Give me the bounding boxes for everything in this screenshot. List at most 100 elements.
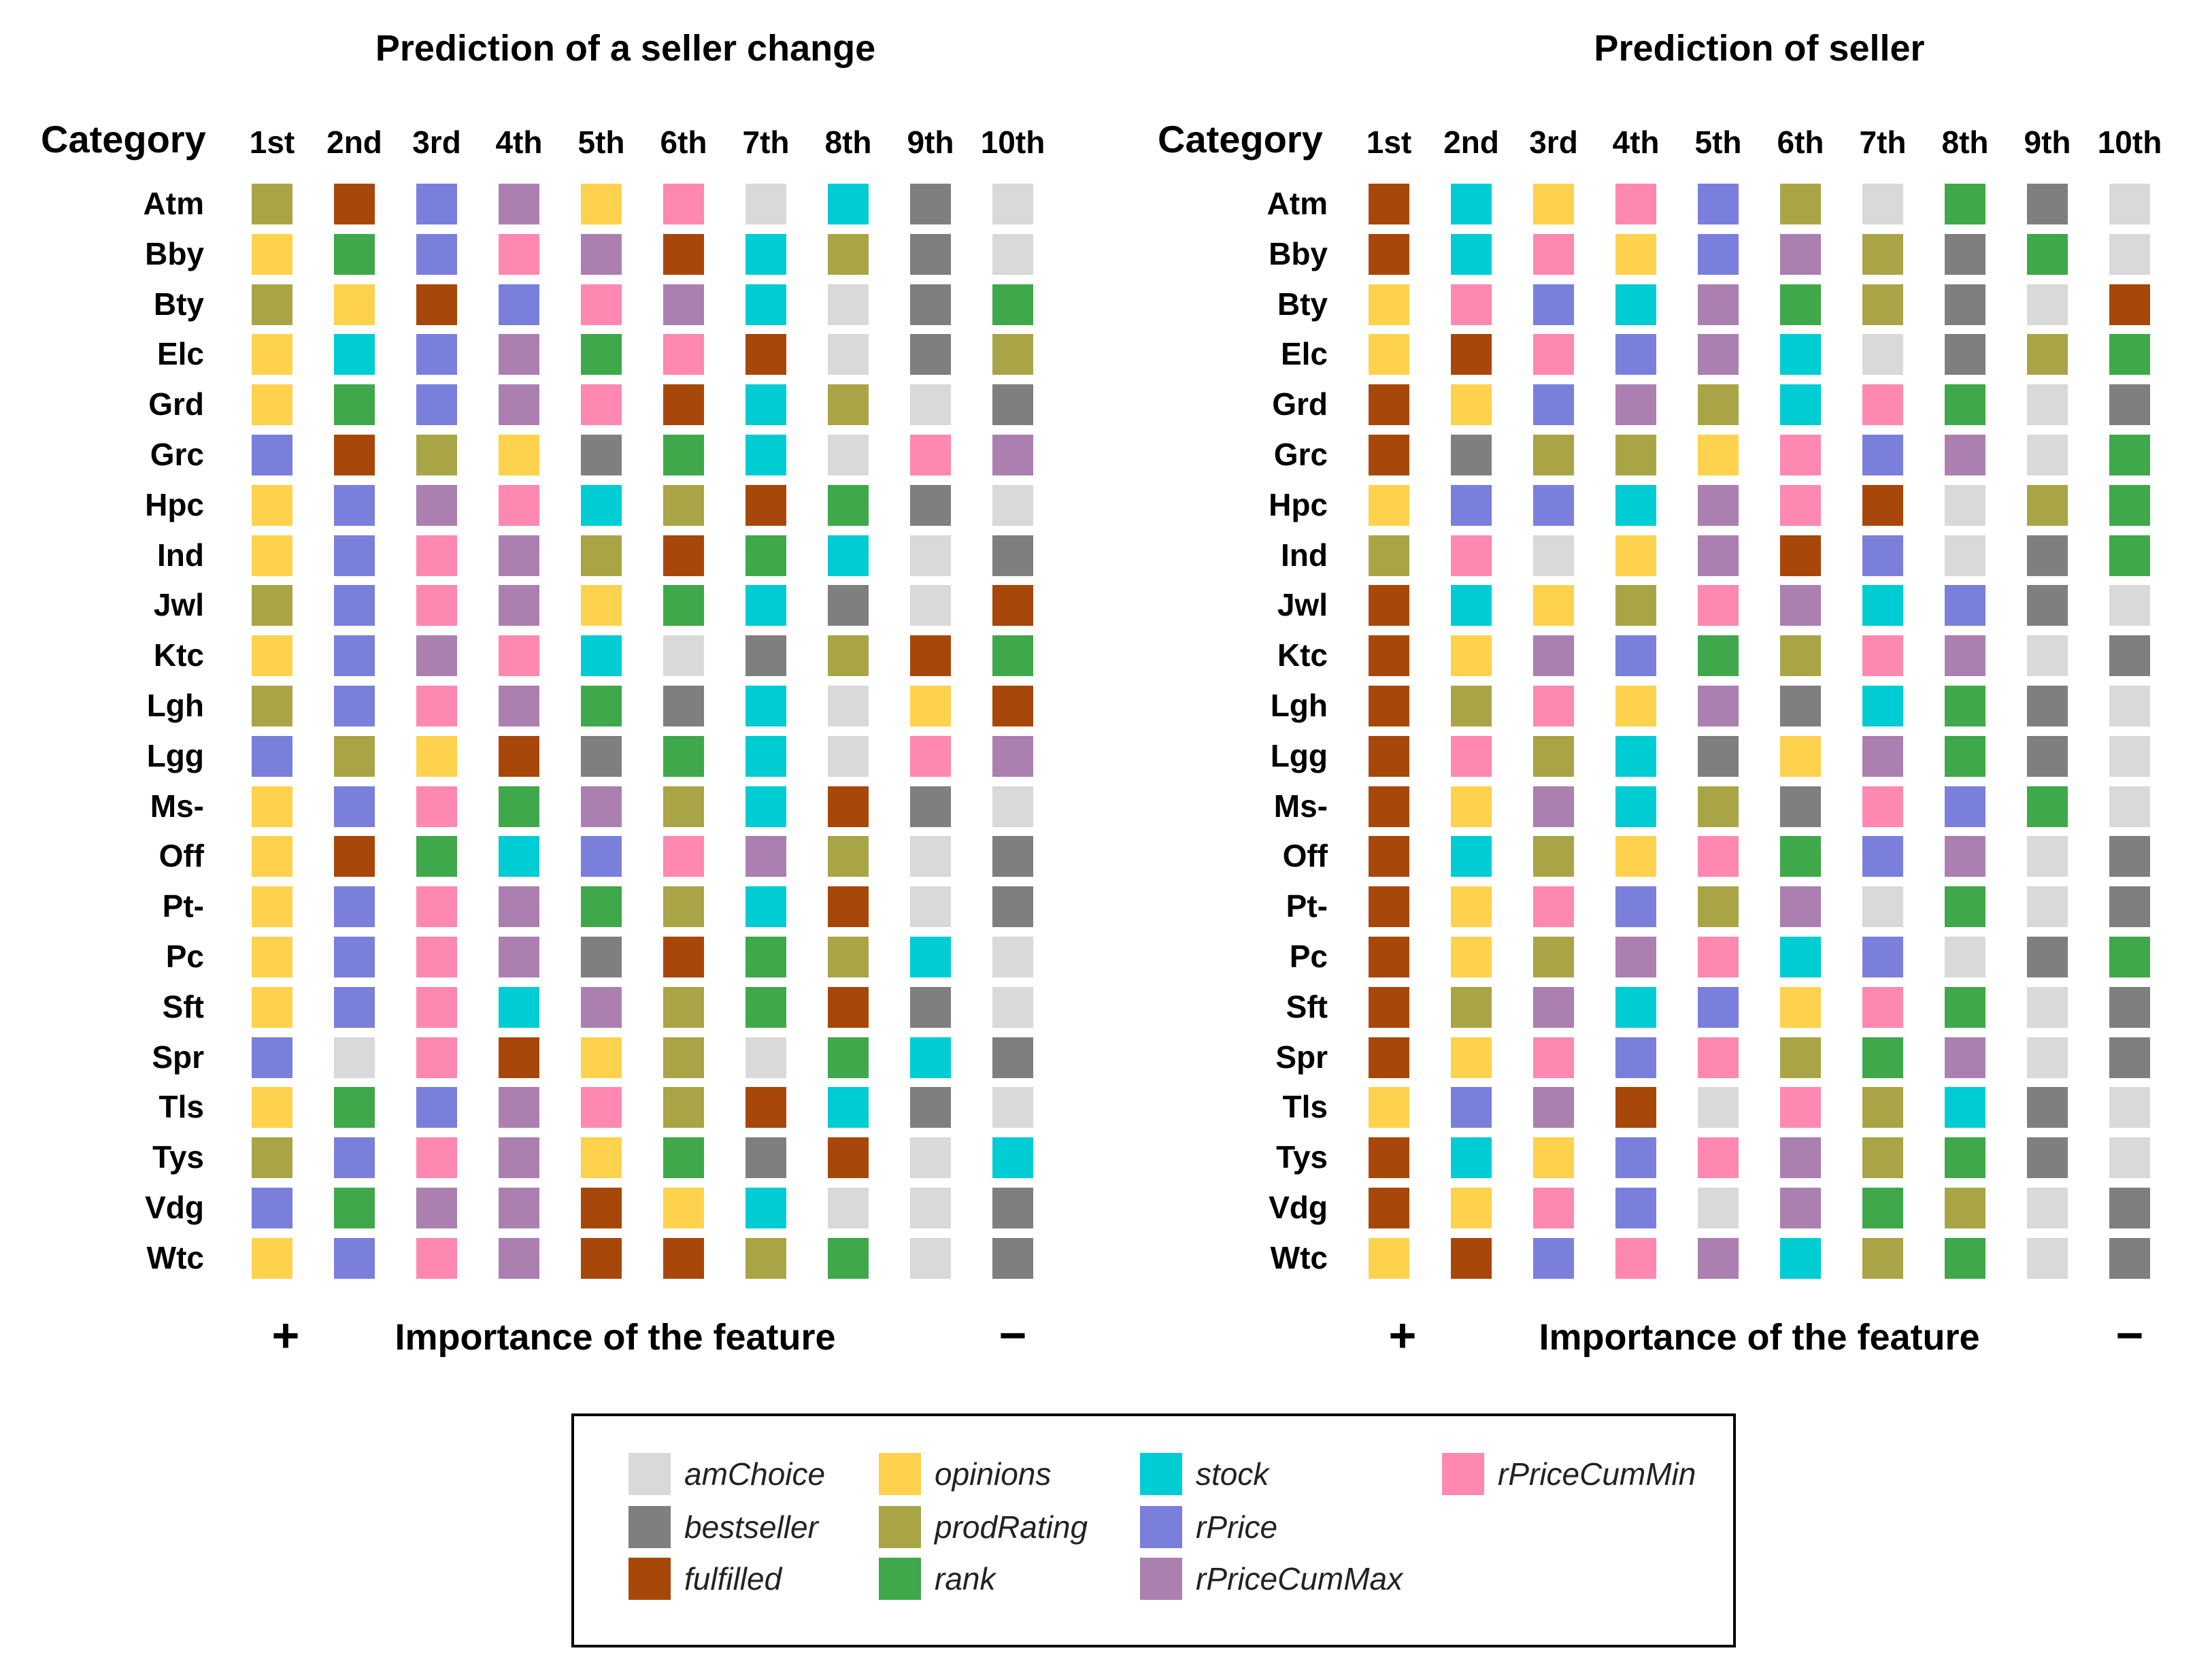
feature-cell-rPriceCumMin xyxy=(1862,384,1903,426)
feature-cell-rPriceCumMin xyxy=(581,384,622,426)
feature-cell-bestseller xyxy=(910,786,951,827)
feature-cell-fulfilled xyxy=(499,735,539,777)
feature-cell-opinions xyxy=(1369,484,1409,526)
feature-cell-fulfilled xyxy=(1451,334,1492,375)
feature-cell-bestseller xyxy=(992,1237,1033,1279)
feature-cell-amChoice xyxy=(910,836,951,877)
category-label: Lgg xyxy=(1270,737,1328,773)
feature-cell-opinions xyxy=(1451,937,1492,977)
rank-label: 10th xyxy=(2097,124,2162,160)
feature-cell-fulfilled xyxy=(910,635,951,677)
feature-cell-amChoice xyxy=(1862,334,1903,375)
feature-cell-amChoice xyxy=(2109,233,2150,275)
category-label: Wtc xyxy=(1270,1239,1328,1275)
feature-cell-rPriceCumMin xyxy=(1698,1137,1739,1179)
feature-cell-stock xyxy=(745,886,786,928)
feature-cell-bestseller xyxy=(910,1087,951,1128)
feature-cell-rPriceCumMax xyxy=(416,1188,457,1228)
feature-cell-rPriceCumMin xyxy=(1780,435,1821,475)
feature-cell-rPriceCumMin xyxy=(1533,886,1574,928)
feature-cell-stock xyxy=(745,735,786,777)
feature-cell-prodRating xyxy=(828,937,869,977)
feature-cell-prodRating xyxy=(1780,635,1821,677)
feature-cell-rank xyxy=(663,1137,704,1179)
legend-item: rPriceCumMin xyxy=(1442,1453,1696,1495)
feature-cell-opinions xyxy=(663,1188,704,1228)
feature-cell-rank xyxy=(1698,635,1739,677)
feature-cell-amChoice xyxy=(828,735,869,777)
feature-cell-fulfilled xyxy=(992,686,1033,726)
feature-cell-rPrice xyxy=(334,535,375,576)
feature-cell-rPriceCumMin xyxy=(416,535,457,576)
feature-cell-bestseller xyxy=(910,334,951,375)
category-label: Spr xyxy=(152,1039,204,1075)
feature-cell-rPriceCumMax xyxy=(745,836,786,877)
feature-cell-amChoice xyxy=(992,233,1033,275)
feature-cell-rPrice xyxy=(334,1237,375,1279)
legend-item: rPriceCumMax xyxy=(1140,1558,1403,1600)
legend-swatch xyxy=(629,1558,671,1600)
feature-cell-fulfilled xyxy=(1369,937,1409,977)
feature-cell-rPriceCumMin xyxy=(581,1087,622,1128)
feature-cell-rank xyxy=(745,535,786,576)
legend-swatch xyxy=(1140,1453,1182,1495)
feature-cell-stock xyxy=(581,484,622,526)
feature-cell-amChoice xyxy=(828,686,869,726)
feature-cell-rPriceCumMin xyxy=(416,886,457,928)
feature-cell-rPrice xyxy=(416,1087,457,1128)
feature-cell-amChoice xyxy=(2027,1237,2068,1279)
feature-cell-rPriceCumMax xyxy=(499,334,539,375)
feature-cell-rPriceCumMin xyxy=(416,686,457,726)
category-label: Lgg xyxy=(146,737,204,773)
feature-cell-prodRating xyxy=(252,1137,292,1179)
feature-cell-rPriceCumMin xyxy=(910,435,951,475)
feature-cell-opinions xyxy=(1780,735,1821,777)
feature-cell-rPriceCumMin xyxy=(1780,1087,1821,1128)
category-label: Ms- xyxy=(1273,788,1328,824)
feature-cell-opinions xyxy=(1451,1188,1492,1228)
axis-plus-sign: + xyxy=(1388,1309,1417,1362)
feature-cell-fulfilled xyxy=(334,435,375,475)
legend-swatch xyxy=(629,1506,671,1548)
feature-cell-rPriceCumMin xyxy=(499,233,539,275)
feature-cell-opinions xyxy=(252,786,292,827)
feature-cell-opinions xyxy=(1615,836,1656,877)
feature-cell-fulfilled xyxy=(663,233,704,275)
rank-label: 6th xyxy=(660,124,707,160)
feature-cell-rPrice xyxy=(1945,786,1985,827)
feature-cell-prodRating xyxy=(252,686,292,726)
feature-cell-rPriceCumMax xyxy=(1945,635,1985,677)
feature-cell-rPrice xyxy=(416,233,457,275)
feature-cell-fulfilled xyxy=(1369,184,1409,224)
feature-cell-stock xyxy=(499,836,539,877)
feature-cell-bestseller xyxy=(910,986,951,1028)
feature-cell-amChoice xyxy=(1698,1087,1739,1128)
feature-cell-amChoice xyxy=(1945,937,1985,977)
feature-cell-rPrice xyxy=(252,435,292,475)
feature-cell-prodRating xyxy=(663,484,704,526)
feature-cell-opinions xyxy=(1451,886,1492,928)
feature-cell-opinions xyxy=(1533,184,1574,224)
feature-cell-prodRating xyxy=(1862,284,1903,325)
feature-cell-fulfilled xyxy=(581,1237,622,1279)
feature-cell-rPrice xyxy=(252,1037,292,1078)
feature-cell-bestseller xyxy=(910,484,951,526)
feature-cell-rank xyxy=(1862,1188,1903,1228)
feature-cell-bestseller xyxy=(2027,937,2068,977)
feature-cell-prodRating xyxy=(828,233,869,275)
feature-cell-amChoice xyxy=(1533,535,1574,576)
feature-cell-stock xyxy=(1615,484,1656,526)
feature-cell-stock xyxy=(828,535,869,576)
category-label: Ms- xyxy=(150,788,204,824)
feature-cell-bestseller xyxy=(2109,886,2150,928)
feature-cell-rPriceCumMin xyxy=(1451,735,1492,777)
feature-cell-rPriceCumMax xyxy=(1945,435,1985,475)
feature-cell-stock xyxy=(828,1087,869,1128)
legend-swatch xyxy=(1140,1558,1182,1600)
feature-cell-rPrice xyxy=(1862,937,1903,977)
feature-cell-rPriceCumMax xyxy=(663,284,704,325)
feature-cell-rPriceCumMin xyxy=(416,585,457,626)
feature-cell-stock xyxy=(745,585,786,626)
category-label: Tys xyxy=(1276,1139,1328,1175)
feature-cell-rPriceCumMin xyxy=(910,735,951,777)
